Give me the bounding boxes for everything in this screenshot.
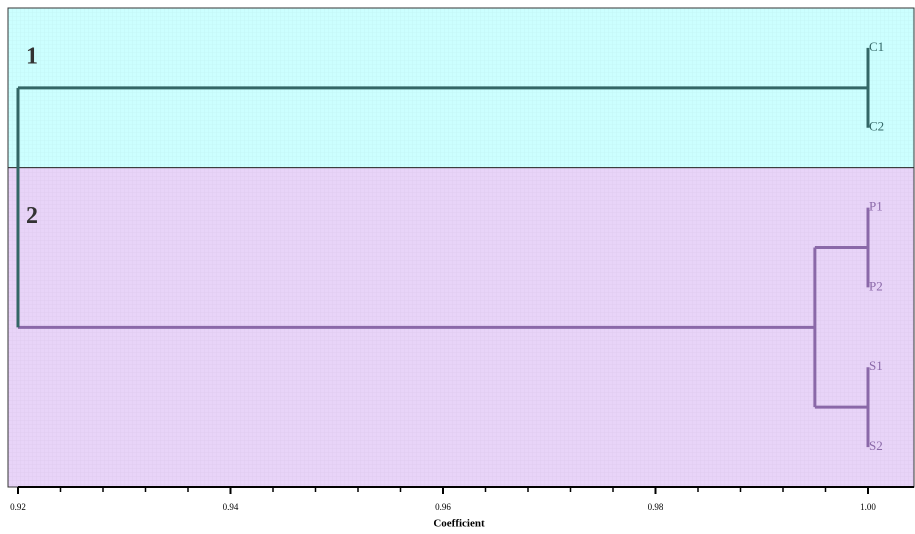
x-tick-label: 0.98	[648, 502, 664, 512]
cluster-label: 1	[26, 44, 38, 70]
x-axis-title: Coefficient	[433, 518, 485, 530]
leaf-label: S2	[869, 438, 883, 453]
leaf-label: C1	[869, 39, 884, 54]
chart: Coefficient 1 2 C1 C2 P1 P2 S1 S2 0.92 0.94 0.96 0.…	[0, 0, 915, 534]
leaf-label: C2	[869, 119, 884, 134]
cluster-label: 2	[26, 203, 38, 229]
x-tick-label: 1.00	[860, 502, 876, 512]
x-tick-label: 0.96	[435, 502, 451, 512]
x-tick-label: 0.92	[10, 502, 26, 512]
leaf-label: P2	[869, 278, 883, 293]
leaf-label: S1	[869, 358, 883, 373]
leaf-label: P1	[869, 199, 883, 214]
plot-grid	[8, 8, 914, 487]
x-tick-label: 0.94	[223, 502, 239, 512]
